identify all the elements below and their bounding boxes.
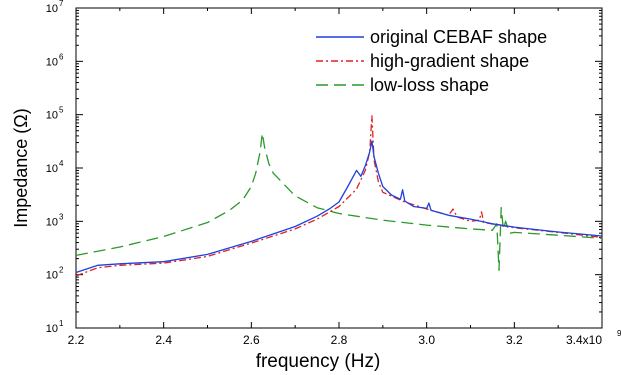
x-tick-label: 2.4	[155, 333, 172, 347]
series-line-1	[75, 115, 603, 277]
y-tick-exponent: 7	[59, 0, 64, 8]
y-tick-exponent: 5	[59, 106, 64, 115]
y-axis-title: Impedance (Ω)	[11, 108, 31, 228]
series-layer	[75, 115, 603, 277]
x-tick-label: 3.2	[506, 333, 523, 347]
y-tick-label: 10	[46, 3, 58, 15]
y-tick-label: 10	[46, 110, 58, 122]
series-line-0	[75, 140, 603, 274]
y-tick-label: 10	[46, 56, 58, 68]
legend-label-1: high-gradient shape	[370, 51, 529, 71]
y-tick-exponent: 3	[59, 212, 64, 221]
series-line-2	[75, 132, 603, 272]
y-tick-label: 10	[46, 323, 58, 335]
y-tick-exponent: 2	[59, 266, 64, 275]
x-axis-title: frequency (Hz)	[256, 351, 381, 372]
y-tick-exponent: 6	[59, 52, 64, 61]
legend-label-2: low-loss shape	[370, 75, 489, 95]
y-tick-exponent: 4	[59, 159, 64, 168]
legend: original CEBAF shape high-gradient shape l…	[316, 27, 547, 95]
y-tick-label: 10	[46, 163, 58, 175]
y-tick-exponent: 1	[59, 319, 64, 328]
x-tick-exponent: 9	[617, 329, 621, 338]
x-tick-label: 3.0	[418, 333, 435, 347]
ticks-layer: 2.2 2.4 2.6 2.8 3.0 3.2 3.4x10 910 110 210 310 410 5…	[46, 0, 621, 347]
x-tick-label: 2.6	[243, 333, 260, 347]
x-tick-label: 2.2	[68, 333, 85, 347]
legend-label-0: original CEBAF shape	[370, 27, 547, 47]
y-tick-label: 10	[46, 270, 58, 282]
x-tick-label: 2.8	[331, 333, 348, 347]
x-tick-label: 3.4x10	[566, 333, 602, 347]
y-tick-label: 10	[46, 216, 58, 228]
